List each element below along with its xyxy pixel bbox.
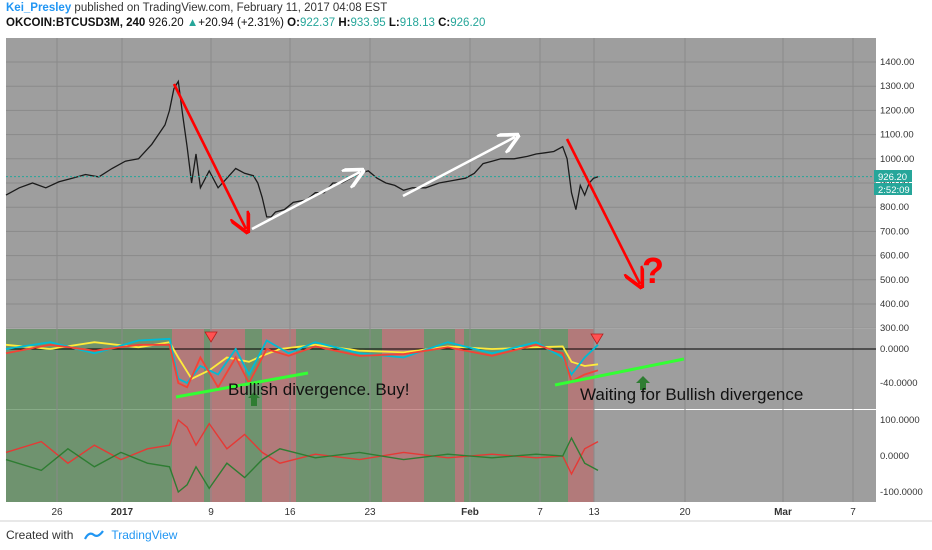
red-down-arrow-1[interactable]: [172, 83, 246, 229]
high-value: 933.95: [350, 17, 386, 29]
osc1-tick-label: 0.0000: [880, 344, 909, 355]
symbol-label: OKCOIN:BTCUSD3M, 240: [6, 17, 146, 29]
publish-info: Kei_Presley published on TradingView.com…: [6, 2, 387, 14]
time-tick-label: 26: [51, 507, 63, 518]
price-tick-label: 500.00: [880, 275, 909, 286]
time-tick-label: Feb: [461, 507, 479, 518]
divergence-line-1[interactable]: [175, 371, 309, 399]
zone-10: [464, 329, 568, 502]
author-link[interactable]: Kei_Presley: [6, 2, 72, 14]
created-with-label: Created with: [6, 528, 74, 542]
osc2-series-1: [5, 436, 599, 494]
sell-signal-icon-1: [204, 331, 218, 343]
price-tick-label: 1000.00: [880, 154, 914, 165]
price-tick-label: 1200.00: [880, 105, 914, 116]
sell-signal-icon-2: [590, 333, 604, 345]
last-price-tag: [874, 170, 912, 182]
osc2-tick-label: 0.0000: [880, 451, 909, 462]
time-tick-label: 20: [679, 507, 691, 518]
grid: [6, 38, 876, 502]
time-axis[interactable]: [6, 502, 876, 520]
time-tick-label: Mar: [774, 507, 792, 518]
close-label: C:: [438, 17, 451, 29]
red-down-arrow-2[interactable]: [565, 138, 640, 284]
close-value: 926.20: [450, 17, 486, 29]
up-triangle-icon: ▲: [186, 17, 199, 29]
regime-zones: [6, 329, 594, 502]
price-tick-label: 700.00: [880, 226, 909, 237]
open-value: 922.37: [299, 17, 336, 29]
time-tick-label: 16: [284, 507, 296, 518]
divergence-line-2[interactable]: [554, 357, 685, 387]
price-tick-label: 400.00: [880, 299, 909, 310]
footer: Created with TradingView: [6, 528, 177, 542]
low-value: 918.13: [399, 17, 435, 29]
osc2-series-0: [5, 418, 599, 476]
ohlc-bar: OKCOIN:BTCUSD3M, 240 926.20 ▲+20.94 (+2.…: [6, 17, 485, 29]
price-tick-label: 1300.00: [880, 81, 914, 92]
price-tick-label: 1400.00: [880, 57, 914, 68]
time-tick-label: 7: [537, 507, 543, 518]
time-tick-label: 9: [208, 507, 214, 518]
time-tick-label: 13: [588, 507, 600, 518]
osc1-tick-label: -40.0000: [880, 378, 918, 389]
question-mark-annotation: ?: [642, 250, 664, 291]
osc2-tick-label: -100.0000: [880, 487, 923, 498]
zone-8: [424, 329, 455, 502]
low-label: L:: [388, 17, 400, 29]
white-up-arrow-1[interactable]: [251, 172, 360, 231]
annotation-waiting-divergence: Waiting for Bullish divergence: [580, 385, 803, 404]
time-axis-labels: 26 2017 9 16 23 Feb 7 13 20 Mar 7: [51, 507, 856, 518]
buy-signal-icon-2: [636, 376, 650, 390]
annotation-bullish-divergence-buy: Bullish divergence. Buy!: [228, 380, 409, 399]
osc1-series-2: [5, 343, 599, 390]
time-tick-label: 7: [850, 507, 856, 518]
countdown-tag-text: 2:52:09: [878, 185, 910, 196]
white-up-arrow-2[interactable]: [402, 137, 515, 198]
oscillator-2-lines: [5, 418, 599, 494]
open-label: O:: [287, 17, 300, 29]
last-price: 926.20: [148, 17, 184, 29]
oscillator-1-lines: [5, 337, 599, 390]
zone-2: [204, 329, 210, 502]
price-change: +20.94 (+2.31%): [198, 17, 284, 29]
last-price-tag-text: 926.20: [878, 172, 907, 183]
zone-0: [6, 329, 172, 502]
price-tick-label: 800.00: [880, 202, 909, 213]
buy-signal-icon-1: [248, 392, 260, 406]
time-tick-label: 23: [364, 507, 376, 518]
price-tick-label: 1100.00: [880, 130, 914, 141]
zone-11: [568, 329, 594, 502]
zone-9: [455, 329, 464, 502]
price-tick-label: 600.00: [880, 251, 909, 262]
zone-6: [296, 329, 382, 502]
tradingview-logo-icon: [84, 530, 105, 540]
countdown-tag: [874, 183, 912, 195]
tradingview-brand-link[interactable]: TradingView: [111, 528, 178, 542]
osc2-tick-label: 100.0000: [880, 415, 920, 426]
price-axis[interactable]: [876, 38, 932, 504]
price-tick-label: 300.00: [880, 323, 909, 334]
high-label: H:: [338, 17, 351, 29]
zone-1: [172, 329, 204, 502]
time-tick-label: 2017: [111, 507, 134, 518]
published-text: published on TradingView.com, February 1…: [74, 2, 388, 14]
